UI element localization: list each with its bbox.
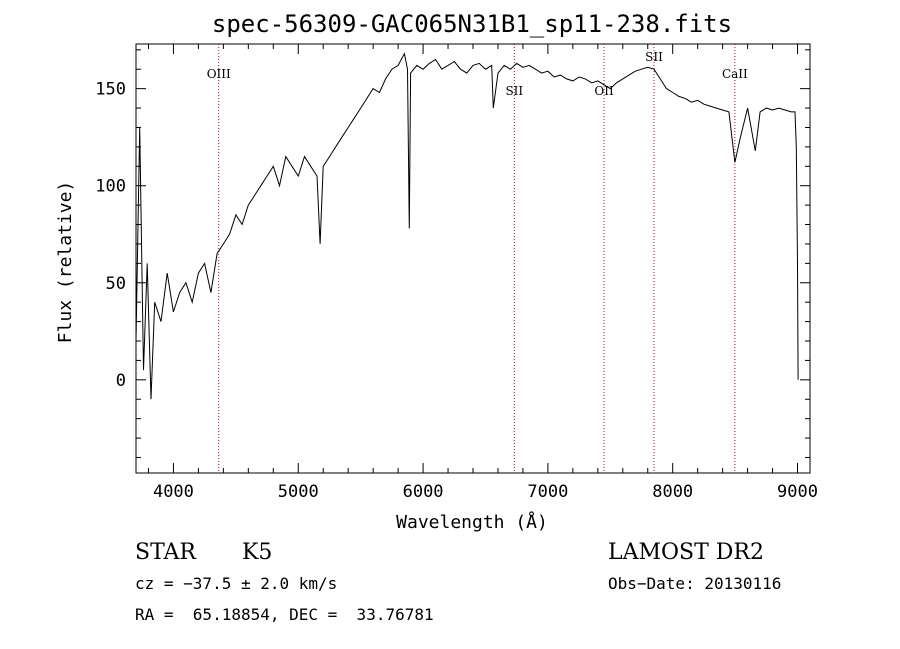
chart-title: spec-56309-GAC065N31B1_sp11-238.fits <box>212 10 732 38</box>
x-tick-label: 7000 <box>527 482 568 502</box>
x-axis-label: Wavelength (Å) <box>396 511 548 533</box>
y-tick-label: 100 <box>95 177 126 197</box>
spectral-line-markers: OIII SII OII SII CaII <box>207 44 748 473</box>
axis-ticks: 4000 5000 6000 7000 8000 9000 0 50 100 150 <box>95 44 818 502</box>
x-tick-label: 4000 <box>153 482 194 502</box>
x-tick-label: 9000 <box>777 482 818 502</box>
y-tick-label: 150 <box>95 80 126 100</box>
spectral-line-label: CaII <box>722 67 748 81</box>
x-tick-label: 6000 <box>403 482 444 502</box>
spectrum-series <box>135 52 799 400</box>
spectral-line-label: OIII <box>207 67 231 81</box>
object-subclass: K5 <box>242 540 273 565</box>
spectral-line-label: OII <box>594 84 614 98</box>
spectral-line-label: SII <box>505 84 523 98</box>
x-tick-label: 5000 <box>278 482 319 502</box>
x-tick-label: 8000 <box>652 482 693 502</box>
spectrum-chart: spec-56309-GAC065N31B1_sp11-238.fits OII… <box>55 10 818 533</box>
redshift-velocity: cz = −37.5 ± 2.0 km/s <box>135 574 338 593</box>
y-tick-label: 0 <box>116 371 126 391</box>
survey-name: LAMOST DR2 <box>608 540 764 565</box>
object-class: STAR <box>135 540 196 565</box>
observation-date: Obs−Date: 20130116 <box>608 574 782 593</box>
sky-coordinates: RA = 65.18854, DEC = 33.76781 <box>135 605 434 624</box>
spectral-line-label: SII <box>645 50 663 64</box>
spectrum-line <box>135 52 799 400</box>
y-tick-label: 50 <box>106 274 126 294</box>
plot-frame <box>135 43 811 474</box>
y-axis-label: Flux (relative) <box>55 181 76 344</box>
